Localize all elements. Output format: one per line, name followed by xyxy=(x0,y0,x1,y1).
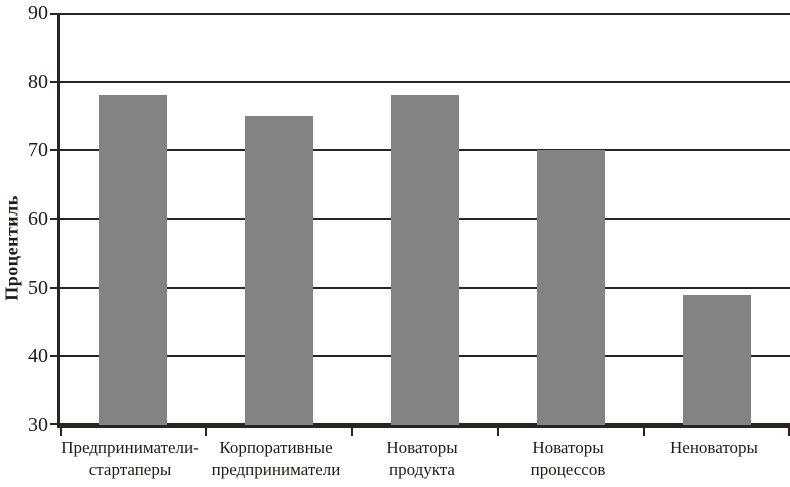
y-tick-label: 30 xyxy=(28,414,48,436)
category-label-line: предприниматели xyxy=(211,460,341,479)
category-label: Предприниматели-стартаперы xyxy=(57,437,203,481)
category-label-line: продукта xyxy=(389,460,455,479)
category-label-line: Новаторы xyxy=(532,438,604,457)
x-axis-tick xyxy=(643,428,645,436)
bar-2 xyxy=(245,116,313,425)
category-label: Неноваторы xyxy=(641,437,787,459)
plot-area xyxy=(50,13,790,436)
category-label: Новаторы продукта xyxy=(349,437,495,481)
category-label-line: процессов xyxy=(530,460,606,479)
y-tick-label: 70 xyxy=(28,139,48,162)
y-tick-label: 60 xyxy=(28,208,48,230)
bar-5 xyxy=(683,294,751,425)
category-label: Корпоративные предприниматели xyxy=(203,437,349,481)
y-tick-label: 50 xyxy=(28,276,48,299)
x-axis-tick xyxy=(788,428,790,436)
gridline-y-80 xyxy=(50,80,790,83)
y-tick-label: 90 xyxy=(28,2,48,24)
category-label-line: Предприниматели- xyxy=(61,438,199,457)
bar-4 xyxy=(537,150,605,425)
y-tick-label: 40 xyxy=(28,345,48,368)
bar-3 xyxy=(391,95,459,425)
category-label-line: Корпоративные xyxy=(219,438,333,457)
category-label-line: стартаперы xyxy=(88,460,172,479)
x-axis-tick xyxy=(351,428,353,436)
x-axis-tick xyxy=(497,428,499,436)
gridline-y-90 xyxy=(50,13,790,15)
x-axis-tick xyxy=(60,428,62,436)
category-label: Новаторы процессов xyxy=(495,437,641,481)
category-label-line: Неноваторы xyxy=(670,438,758,457)
category-label-line: Новаторы xyxy=(386,438,458,457)
y-tick-label: 80 xyxy=(28,70,48,93)
x-axis-tick xyxy=(205,428,207,436)
bar-1 xyxy=(99,95,167,425)
